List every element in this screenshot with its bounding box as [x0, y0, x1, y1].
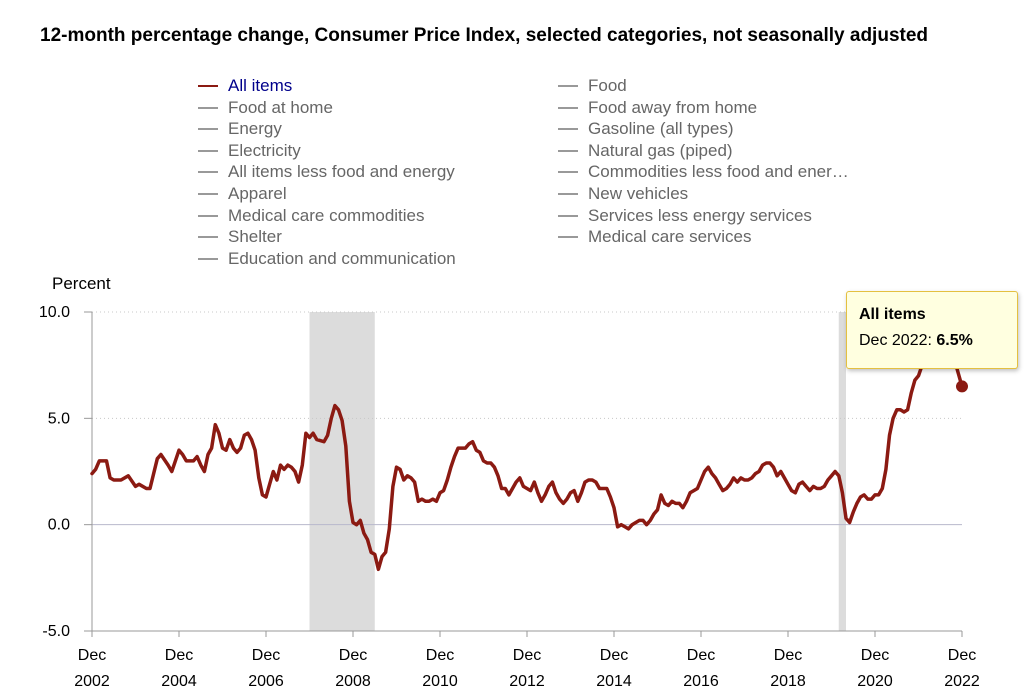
- recession-band: [838, 312, 846, 631]
- x-tick-label-year: 2010: [422, 673, 458, 690]
- x-tick-label-month: Dec: [339, 647, 367, 664]
- legend-item[interactable]: Gasoline (all types): [558, 119, 734, 139]
- legend-swatch: [198, 257, 218, 260]
- legend-item[interactable]: Natural gas (piped): [558, 141, 733, 161]
- axes: [84, 311, 963, 637]
- legend-swatch: [198, 149, 218, 152]
- x-tick-label-month: Dec: [687, 647, 715, 664]
- legend-swatch: [558, 106, 578, 109]
- x-tick-label-year: 2018: [770, 673, 806, 690]
- legend-item[interactable]: Commodities less food and ener…: [558, 162, 849, 182]
- legend-label: Services less energy services: [588, 205, 812, 225]
- y-tick-label: -5.0: [42, 623, 70, 640]
- series-line-all-items: [90, 329, 964, 572]
- series-layer: [90, 329, 968, 572]
- x-tick-label-month: Dec: [513, 647, 541, 664]
- legend-swatch: [558, 128, 578, 131]
- legend-label: Food at home: [228, 97, 333, 117]
- legend-item[interactable]: Food at home: [198, 98, 333, 118]
- x-tick-label-year: 2008: [335, 673, 371, 690]
- recession-bands: [309, 312, 846, 631]
- legend-label: Energy: [228, 119, 282, 139]
- recession-band: [309, 312, 375, 631]
- x-tick-label-year: 2006: [248, 673, 284, 690]
- x-tick-label-year: 2002: [74, 673, 110, 690]
- tooltip-label: Dec 2022:: [859, 332, 932, 349]
- chart-title: 12-month percentage change, Consumer Pri…: [40, 25, 929, 46]
- x-tick-label-month: Dec: [861, 647, 889, 664]
- legend-label: Apparel: [228, 184, 287, 203]
- legend-item[interactable]: All items: [198, 76, 292, 96]
- x-tick-label-month: Dec: [426, 647, 454, 664]
- legend-label: Shelter: [228, 227, 282, 247]
- highlighted-point: [956, 380, 968, 393]
- legend-label: New vehicles: [588, 184, 689, 203]
- legend-swatch: [558, 85, 578, 87]
- x-tick-label-month: Dec: [78, 647, 106, 664]
- tooltip-title: All items: [859, 306, 926, 323]
- x-tick-label-year: 2014: [596, 673, 632, 690]
- legend-label: Education and communication: [228, 248, 456, 268]
- legend-label: Electricity: [228, 140, 301, 160]
- legend-label: Medical care services: [588, 227, 752, 247]
- x-tick-label-month: Dec: [774, 647, 802, 664]
- x-tick-label-year: 2004: [161, 673, 197, 690]
- gridlines: [92, 311, 962, 526]
- legend-item[interactable]: Apparel: [198, 184, 287, 204]
- legend-swatch: [198, 106, 218, 109]
- legend-swatch: [558, 214, 578, 217]
- x-tick-label-month: Dec: [948, 647, 976, 664]
- legend-swatch: [198, 236, 218, 239]
- legend-item[interactable]: Shelter: [198, 227, 282, 247]
- legend-swatch: [558, 193, 578, 195]
- y-axis-label: Percent: [52, 274, 111, 293]
- legend-label: Medical care commodities: [228, 205, 425, 225]
- y-tick-label: 10.0: [39, 304, 70, 321]
- legend-label: Natural gas (piped): [588, 140, 733, 160]
- legend-item[interactable]: New vehicles: [558, 184, 688, 204]
- legend-label: Food: [588, 76, 627, 95]
- legend-swatch: [198, 193, 218, 195]
- legend-label: Food away from home: [588, 97, 758, 117]
- legend-swatch: [198, 85, 218, 87]
- legend-item[interactable]: Medical care commodities: [198, 206, 425, 226]
- x-tick-label-year: 2020: [857, 673, 893, 690]
- legend-swatch: [198, 128, 218, 131]
- legend-label: Gasoline (all types): [588, 119, 734, 139]
- legend-item[interactable]: Medical care services: [558, 227, 751, 247]
- legend-item[interactable]: Education and communication: [198, 249, 456, 269]
- legend-swatch: [558, 236, 578, 239]
- legend-swatch: [198, 171, 218, 174]
- y-tick-label: 5.0: [48, 410, 70, 427]
- y-tick-label: 0.0: [48, 517, 70, 534]
- x-tick-label-month: Dec: [165, 647, 193, 664]
- legend-item[interactable]: Services less energy services: [558, 206, 812, 226]
- tooltip-value: 6.5%: [936, 332, 973, 349]
- tooltip: All items Dec 2022: 6.5%: [846, 291, 1018, 369]
- legend-item[interactable]: Food away from home: [558, 98, 757, 118]
- legend-item[interactable]: Electricity: [198, 141, 301, 161]
- legend-swatch: [558, 171, 578, 174]
- x-tick-label-year: 2012: [509, 673, 545, 690]
- legend-label: Commodities less food and ener…: [588, 162, 849, 182]
- x-tick-label-year: 2016: [683, 673, 719, 690]
- x-tick-label-year: 2022: [944, 673, 980, 690]
- x-tick-label-month: Dec: [600, 647, 628, 664]
- legend-item[interactable]: Energy: [198, 119, 282, 139]
- legend-item[interactable]: Food: [558, 76, 627, 96]
- tooltip-body: Dec 2022: 6.5%: [859, 332, 973, 350]
- legend-label: All items: [228, 76, 293, 95]
- x-tick-label-month: Dec: [252, 647, 280, 664]
- legend-label: All items less food and energy: [228, 162, 455, 182]
- tick-labels: 10.0 5.0 0.0 -5.0 Dec 2002 Dec 2004 Dec 2006 Dec 20…: [39, 304, 980, 690]
- legend-swatch: [198, 214, 218, 217]
- legend-item[interactable]: All items less food and energy: [198, 162, 455, 182]
- legend-swatch: [558, 149, 578, 152]
